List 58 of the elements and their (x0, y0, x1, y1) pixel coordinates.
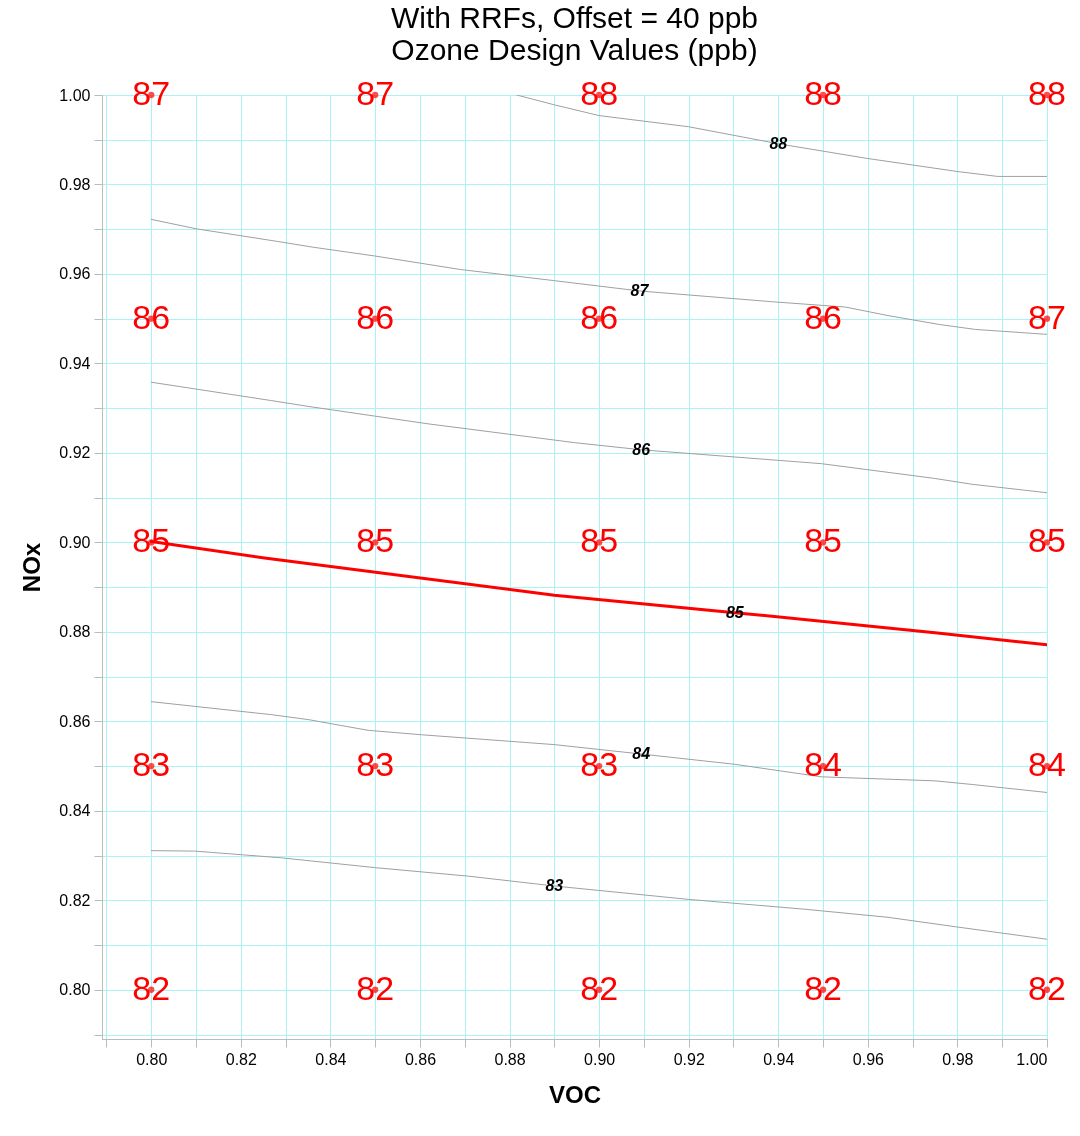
x-tick-label: 0.86 (404, 1050, 437, 1068)
annotation: 86 (132, 297, 171, 336)
x-axis-title: VOC (548, 1080, 602, 1108)
y-tick-label: 0.96 (59, 265, 91, 283)
line-series (150, 850, 1047, 940)
y-tick-label: 1.00 (59, 86, 91, 104)
annotation: 82 (356, 968, 395, 1007)
annotation: 85 (356, 521, 395, 560)
x-tick-label: 0.96 (852, 1050, 885, 1068)
series-label: 86 (632, 440, 651, 458)
y-tick-label: 0.82 (59, 891, 91, 909)
x-tick-label: 0.98 (942, 1050, 974, 1068)
annotation: 85 (132, 521, 171, 560)
annotation: 84 (1028, 745, 1066, 784)
annotation: 88 (1028, 74, 1066, 112)
series-label: 83 (545, 876, 564, 894)
annotation: 88 (804, 74, 842, 112)
series-label: 87 (630, 281, 650, 299)
y-tick-label: 0.88 (59, 623, 91, 641)
line-series (150, 381, 1047, 494)
annotation: 86 (804, 297, 842, 336)
x-tick-label: 1.00 (1016, 1050, 1048, 1068)
x-tick-label: 0.82 (225, 1050, 258, 1068)
y-tick-label: 0.94 (59, 354, 91, 372)
annotation: 83 (356, 745, 395, 784)
series-label: 88 (769, 134, 788, 152)
x-tick-label: 0.80 (136, 1050, 168, 1068)
x-tick-label: 0.90 (584, 1050, 616, 1068)
annotation: 83 (580, 745, 619, 784)
x-tick-label: 0.94 (763, 1050, 795, 1068)
y-tick-label: 0.98 (59, 175, 91, 193)
x-tick-label: 0.84 (315, 1050, 347, 1068)
y-tick-label: 0.90 (59, 533, 91, 551)
annotation: 82 (804, 968, 842, 1007)
y-tick-label: 0.92 (59, 444, 91, 462)
x-tick-label: 0.88 (494, 1050, 526, 1068)
y-axis-title: NOx (18, 542, 46, 593)
annotation: 85 (580, 521, 619, 560)
annotation: 88 (580, 74, 619, 112)
annotation: 87 (1028, 297, 1066, 336)
annotation: 85 (1028, 521, 1066, 560)
annotation: 82 (580, 968, 619, 1007)
annotation: 86 (580, 297, 619, 336)
annotation: 82 (1028, 968, 1066, 1007)
annotation: 87 (356, 74, 395, 112)
y-tick-label: 0.84 (59, 802, 91, 820)
annotation: 82 (132, 968, 171, 1007)
annotation: 84 (804, 745, 842, 784)
y-tick-label: 0.80 (59, 981, 91, 999)
chart-subtitle: Ozone Design Values (ppb) (391, 33, 758, 66)
x-tick-label: 0.92 (673, 1050, 705, 1068)
y-tick-label: 0.86 (59, 712, 91, 730)
annotation: 87 (132, 74, 171, 112)
annotation: 86 (356, 297, 395, 336)
series-label: 84 (632, 745, 651, 763)
annotation: 85 (804, 521, 842, 560)
chart-title: With RRFs, Offset = 40 ppb (390, 1, 759, 34)
annotation: 83 (132, 745, 171, 784)
